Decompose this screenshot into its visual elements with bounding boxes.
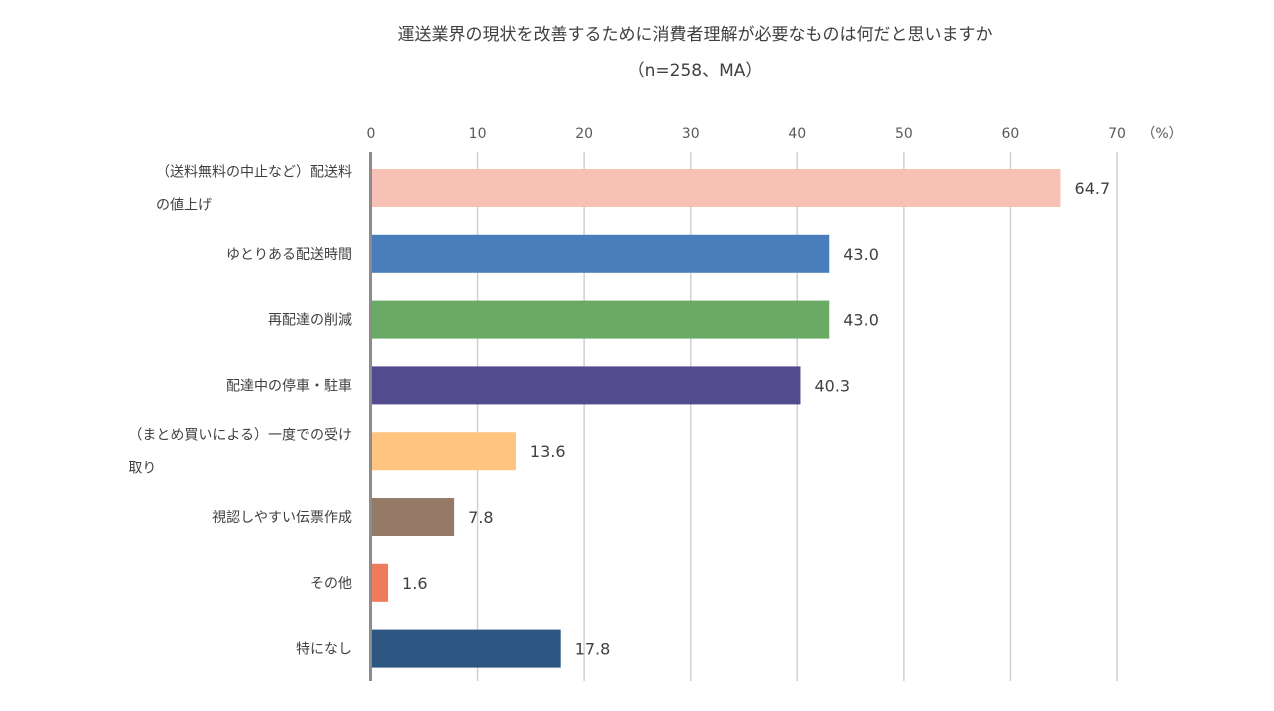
- x-tick-label: 70: [1108, 126, 1126, 142]
- bar: [371, 432, 516, 471]
- bar: [371, 366, 801, 405]
- data-label: 40.3: [814, 376, 850, 395]
- x-tick-label: 0: [367, 126, 376, 142]
- data-label: 43.0: [843, 245, 879, 264]
- bar: [371, 629, 561, 668]
- x-tick-label: 20: [575, 126, 593, 142]
- y-axis-line: [369, 152, 372, 681]
- bars: [371, 169, 1061, 668]
- category-label: その他: [310, 576, 352, 592]
- data-label: 1.6: [402, 574, 427, 593]
- category-label: ゆとりある配送時間: [226, 247, 352, 263]
- x-tick-label: 10: [469, 126, 487, 142]
- data-label: 7.8: [468, 508, 493, 527]
- bar: [371, 498, 455, 536]
- x-tick-label: 30: [682, 126, 700, 142]
- category-label: 配達中の停車・駐車: [226, 377, 352, 394]
- x-tick-label: 40: [788, 126, 806, 142]
- value-labels: 64.7 43.0 43.0 40.3 13.6 7.8 1.6 17.8: [402, 179, 1110, 659]
- x-axis-ticks: 0 10 20 30 40 50 60 70: [367, 126, 1126, 142]
- category-label: 特になし: [296, 642, 352, 658]
- x-tick-label: 60: [1002, 126, 1020, 142]
- category-labels: （送料無料の中止など）配送料の値上げゆとりある配送時間再配達の削減配達中の停車・…: [128, 165, 352, 658]
- bar: [371, 563, 389, 602]
- gridlines: [476, 152, 1118, 681]
- category-label: 再配達の削減: [268, 312, 352, 329]
- data-label: 17.8: [575, 640, 611, 659]
- bar: [371, 169, 1061, 207]
- category-label: （送料無料の中止など）配送料の値上げ: [156, 165, 352, 214]
- unit-label: （%）: [1141, 126, 1182, 142]
- data-label: 64.7: [1075, 179, 1111, 198]
- chart-subtitle: （n=258、MA）: [627, 61, 763, 81]
- bar: [371, 234, 830, 273]
- data-label: 43.0: [843, 311, 879, 330]
- bar: [371, 300, 830, 339]
- chart-title: 運送業界の現状を改善するために消費者理解が必要なものは何だと思いますか: [397, 25, 993, 45]
- data-label: 13.6: [530, 442, 566, 461]
- category-label: （まとめ買いによる）一度での受け取り: [128, 428, 352, 477]
- category-label: 視認しやすい伝票作成: [212, 510, 352, 526]
- x-tick-label: 50: [895, 126, 913, 142]
